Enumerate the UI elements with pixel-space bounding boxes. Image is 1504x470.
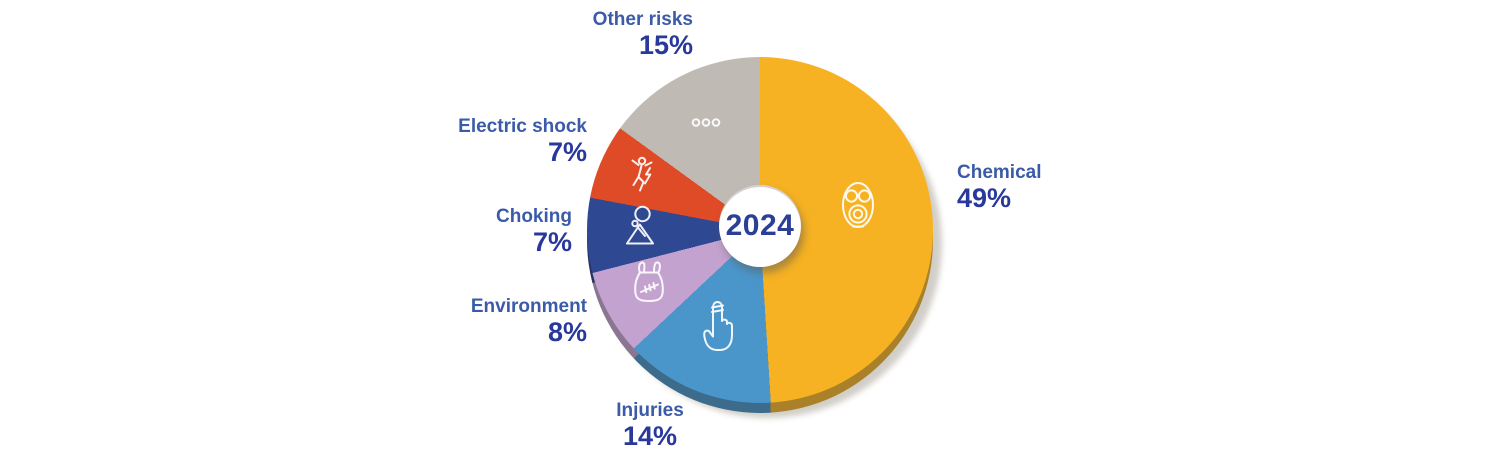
- slice-pct-text: 8%: [547, 317, 587, 347]
- slice-name-text: Chemical: [957, 162, 1042, 183]
- slice-name-text: Choking: [496, 206, 572, 227]
- slice-pct-text: 49%: [957, 183, 1012, 213]
- label-other-risks: Other risks 15%: [592, 9, 693, 60]
- gas-mask-icon: [841, 181, 875, 230]
- choking-person-icon: [622, 204, 659, 247]
- label-chemical: Chemical 49%: [957, 162, 1042, 213]
- slice-name-text: Other risks: [592, 9, 693, 30]
- pie-center: 2024: [719, 185, 801, 267]
- label-injuries: Injuries 14%: [575, 400, 725, 451]
- ellipsis-icon: [691, 116, 721, 129]
- label-environment: Environment 8%: [470, 296, 587, 347]
- slice-name-text: Injuries: [616, 400, 684, 421]
- slice-pct-text: 7%: [532, 227, 572, 257]
- plastic-bag-icon: [628, 258, 670, 303]
- slice-pct-text: 14%: [622, 421, 678, 451]
- slice-name-text: Environment: [470, 296, 587, 317]
- electric-shock-icon: [626, 155, 657, 197]
- slice-pct-text: 15%: [638, 30, 693, 60]
- center-year-text: 2024: [725, 209, 795, 242]
- bandaged-finger-icon: [695, 298, 740, 354]
- slice-name-text: Electric shock: [458, 116, 587, 137]
- label-electric-shock: Electric shock 7%: [458, 116, 587, 167]
- slice-pct-text: 7%: [547, 137, 587, 167]
- label-choking: Choking 7%: [496, 206, 572, 257]
